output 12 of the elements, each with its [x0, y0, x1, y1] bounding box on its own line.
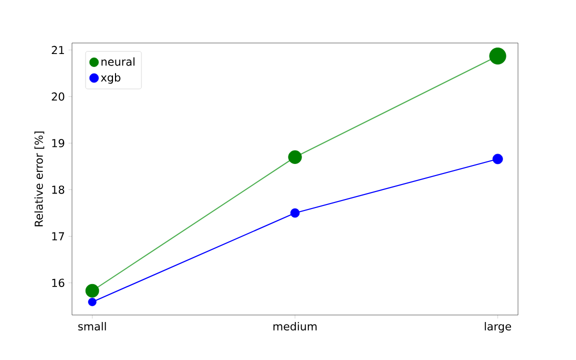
- x-tick-label: medium: [273, 322, 317, 330]
- y-tick-label: 19: [52, 139, 64, 148]
- x-tick-label: small: [78, 322, 106, 330]
- x-tick-label: large: [484, 322, 512, 333]
- y-tick-label: 16: [52, 278, 64, 288]
- y-tick-label: 17: [52, 232, 64, 240]
- y-tick-label: 18: [52, 186, 64, 194]
- y-tick-label: 20: [52, 92, 64, 101]
- legend-label: xgb: [100, 73, 120, 84]
- legend-label: neural: [102, 57, 134, 66]
- y-tick-label: 21: [52, 46, 64, 54]
- y-axis-title: Relative error [%]: [34, 132, 44, 226]
